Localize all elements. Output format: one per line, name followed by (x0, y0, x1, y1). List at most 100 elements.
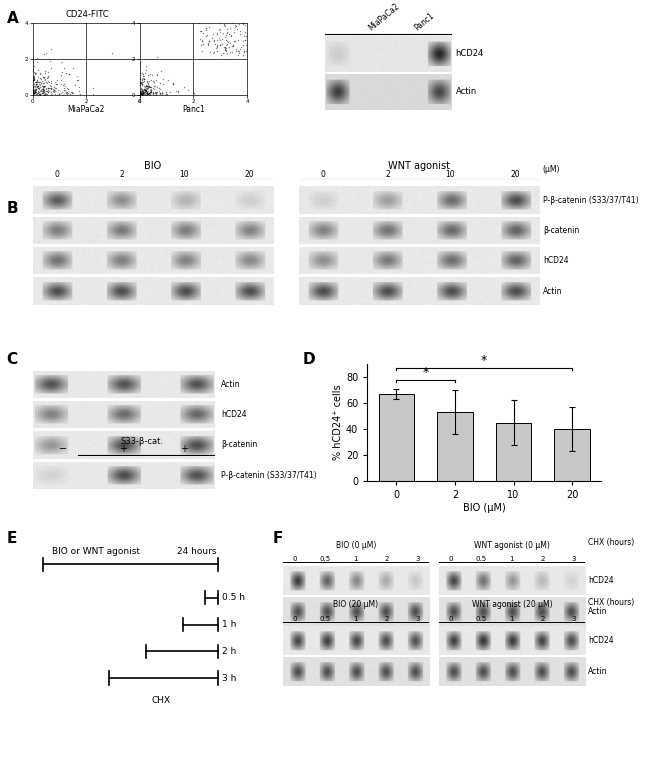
Point (168, 78, 178, 90)
Point (37, 75, 47, 87)
Point (142, 86, 152, 98)
Point (144, 88, 155, 100)
Point (178, 81, 188, 93)
Point (146, 85, 156, 97)
Point (227, 39, 238, 52)
Point (29, 70, 40, 83)
Text: 3 h: 3 h (222, 674, 236, 683)
Point (36, 83, 47, 96)
Point (138, 87, 149, 99)
Point (140, 83, 150, 96)
Point (197, 34, 207, 46)
Point (157, 86, 167, 99)
Point (55, 78, 66, 90)
Point (140, 81, 151, 93)
Text: 10: 10 (446, 170, 456, 179)
Point (234, 48, 244, 60)
Point (46, 76, 56, 88)
Point (36, 85, 46, 97)
Point (40, 80, 50, 92)
Point (235, 28, 245, 40)
Point (161, 86, 171, 99)
Point (27, 86, 38, 98)
Point (49, 86, 59, 99)
Point (46, 88, 56, 100)
Point (41, 47, 51, 59)
Text: +: + (179, 444, 188, 454)
Point (31, 86, 41, 98)
Point (135, 86, 145, 99)
Point (238, 35, 248, 47)
Point (140, 85, 151, 97)
Point (211, 42, 222, 54)
Point (46, 80, 57, 92)
Point (221, 39, 231, 52)
Point (40, 83, 51, 96)
Text: 1 h: 1 h (222, 620, 236, 629)
Text: 20: 20 (244, 170, 254, 179)
Point (135, 85, 146, 97)
Point (136, 86, 146, 98)
Point (240, 45, 251, 57)
Point (30, 85, 40, 97)
Point (30, 67, 40, 80)
Text: 0.5: 0.5 (320, 615, 331, 622)
Point (143, 88, 153, 100)
Point (38, 84, 48, 96)
Text: P-β-catenin (S33/37/T41): P-β-catenin (S33/37/T41) (221, 471, 317, 480)
Point (207, 32, 217, 44)
Point (202, 36, 213, 49)
Point (227, 17, 238, 29)
Point (137, 84, 148, 96)
Point (145, 80, 155, 92)
Point (32, 52, 42, 64)
Bar (496, 423, 531, 481)
Point (40, 73, 50, 85)
Point (46, 83, 57, 95)
Point (138, 75, 149, 87)
Point (34, 88, 45, 100)
Text: 0.5: 0.5 (476, 615, 487, 622)
Point (32, 82, 43, 94)
Point (39, 71, 49, 83)
X-axis label: BIO (μM): BIO (μM) (463, 503, 506, 513)
Point (238, 17, 248, 30)
Point (148, 82, 158, 94)
Point (136, 89, 147, 101)
Point (32, 76, 43, 88)
Point (40, 87, 51, 99)
Text: 0.5 h: 0.5 h (222, 594, 244, 603)
Point (57, 86, 67, 98)
Point (195, 33, 205, 45)
Point (60, 67, 71, 80)
Text: S33-β-cat.: S33-β-cat. (120, 437, 163, 446)
Point (202, 29, 212, 41)
Point (220, 43, 230, 55)
Point (135, 67, 146, 79)
Point (204, 45, 214, 58)
Point (239, 30, 249, 42)
Text: 1: 1 (354, 615, 358, 622)
Point (29, 73, 39, 85)
Point (40, 89, 51, 101)
Text: CHX (hours): CHX (hours) (588, 538, 634, 547)
Point (136, 89, 146, 101)
Point (140, 89, 151, 101)
Text: WNT agonist (20 μM): WNT agonist (20 μM) (471, 600, 552, 609)
Point (29, 74, 40, 86)
Point (170, 85, 181, 97)
Point (36, 80, 47, 92)
Point (194, 17, 204, 29)
Text: −: − (59, 444, 68, 454)
Point (139, 74, 150, 86)
Point (32, 80, 43, 92)
Point (155, 88, 165, 100)
Point (31, 79, 42, 91)
Point (231, 42, 241, 55)
Text: 1: 1 (510, 615, 514, 622)
Text: P-β-catenin (S33/37/T41): P-β-catenin (S33/37/T41) (543, 196, 638, 205)
Point (28, 89, 38, 101)
Point (219, 19, 229, 31)
Text: Actin: Actin (221, 380, 240, 389)
Point (44, 55, 55, 67)
